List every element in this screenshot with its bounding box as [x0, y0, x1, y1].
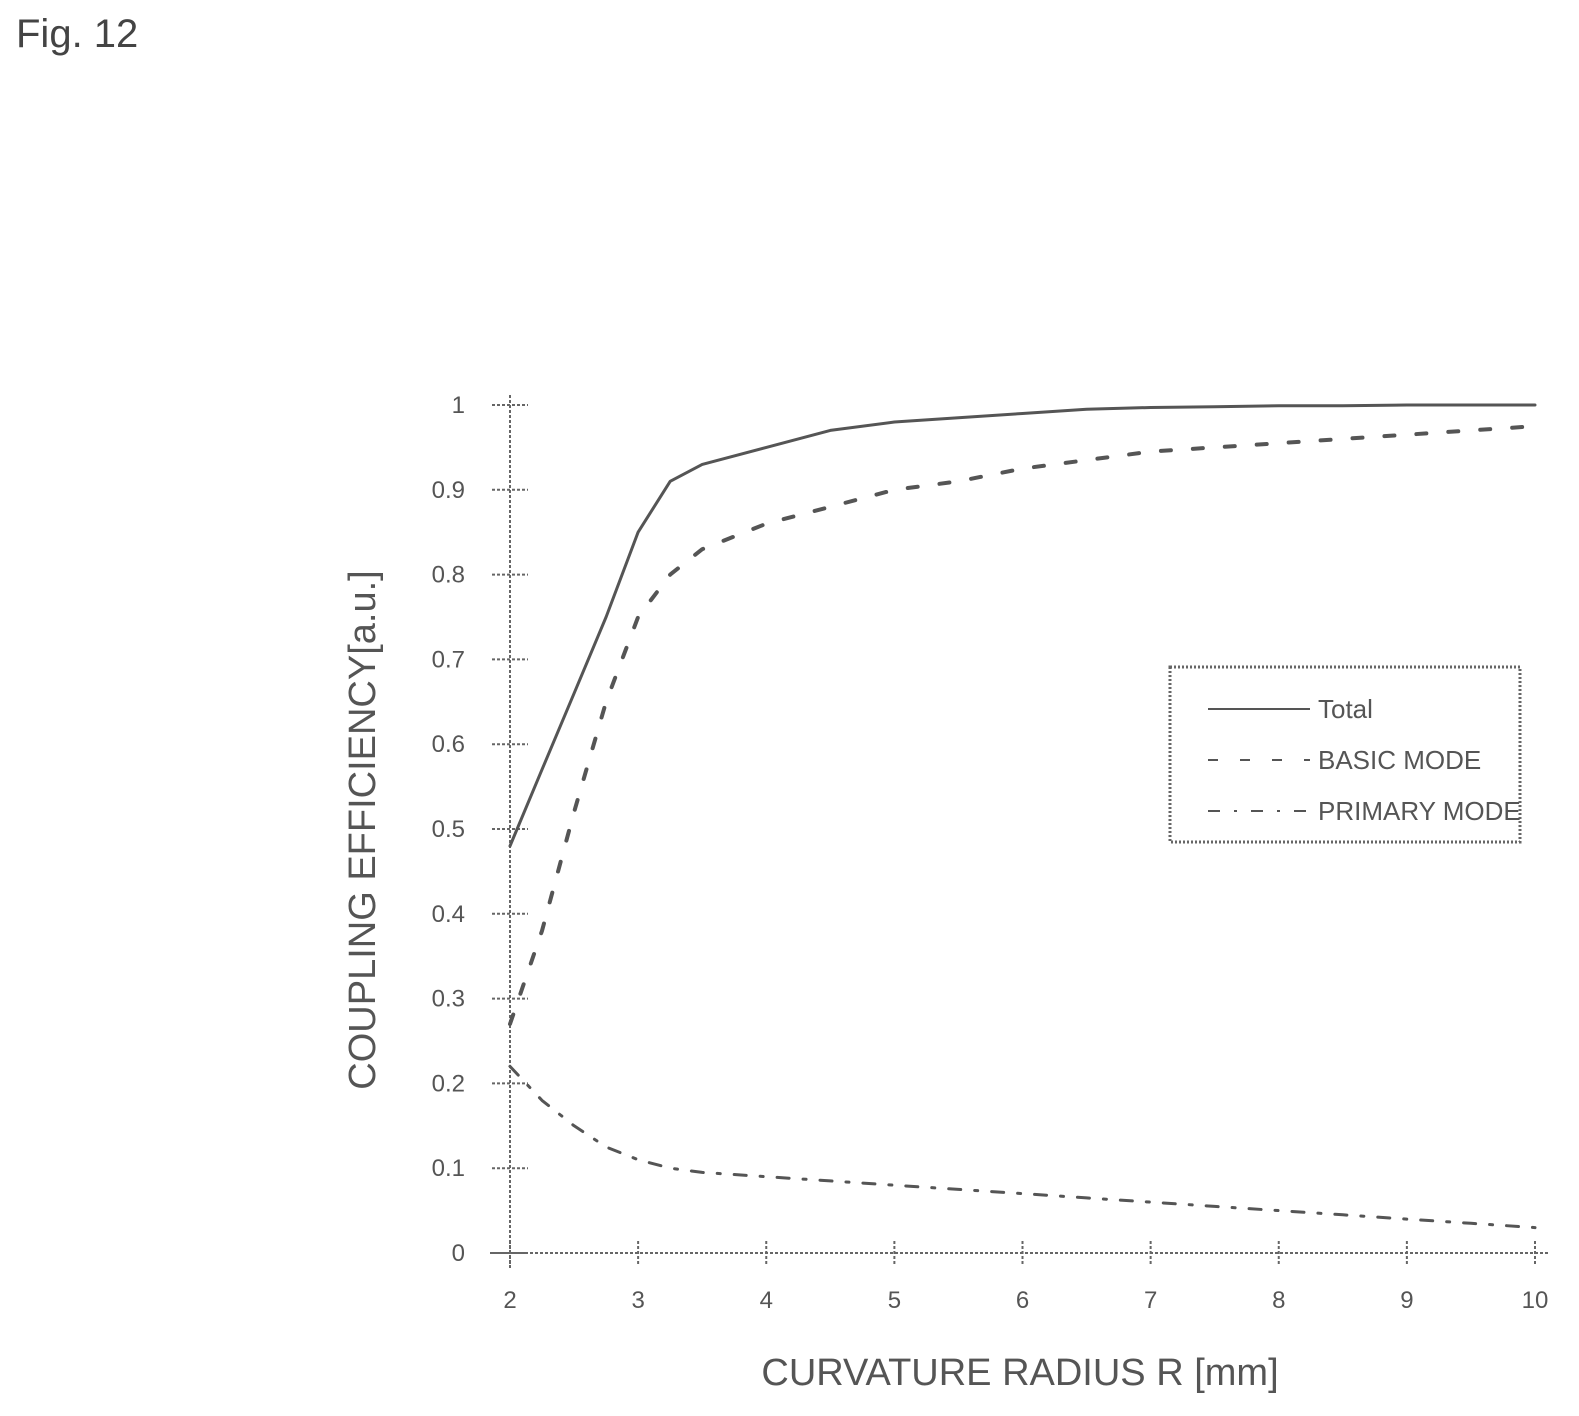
legend-box [1168, 665, 1522, 844]
y-tick-label: 0.7 [432, 646, 465, 673]
legend-label: PRIMARY MODE [1318, 796, 1521, 826]
y-tick-label: 0.2 [432, 1070, 465, 1097]
x-tick-label: 6 [1016, 1287, 1029, 1314]
legend: Total BASIC MODE PRIMARY MODE [1168, 665, 1522, 844]
y-tick-label: 0.6 [432, 731, 465, 758]
y-tick-label: 0.9 [432, 477, 465, 504]
y-tick-label: 0 [452, 1240, 465, 1267]
series-line-total [508, 403, 1537, 848]
x-tick-label: 10 [1522, 1287, 1549, 1314]
series-line-basic-mode [508, 424, 1537, 1026]
y-tick-label: 0.3 [432, 986, 465, 1013]
x-tick-label: 2 [503, 1287, 516, 1314]
axes [490, 395, 1550, 1268]
series-line-primary-mode [508, 1064, 1537, 1230]
x-tick-label: 3 [631, 1287, 644, 1314]
ticks: 2 3 4 5 6 7 8 9 10 0 0.1 0.2 0.3 0.4 0.5 0.6 0.7 0.8 0.9 1 [432, 392, 1549, 1314]
y-axis-title: COUPLING EFFICIENCY[a.u.] [342, 570, 384, 1089]
x-tick-label: 4 [760, 1287, 773, 1314]
y-tick-label: 0.5 [432, 816, 465, 843]
legend-label: BASIC MODE [1318, 745, 1481, 775]
legend-label: Total [1318, 694, 1373, 724]
y-tick-label: 0.1 [432, 1155, 465, 1182]
x-tick-label: 7 [1144, 1287, 1157, 1314]
figure-label: Fig. 12 [16, 12, 139, 56]
x-tick-label: 5 [888, 1287, 901, 1314]
y-tick-label: 1 [452, 392, 465, 419]
y-tick-label: 0.4 [432, 901, 465, 928]
series-lines [508, 403, 1537, 1230]
x-axis-title: CURVATURE RADIUS R [mm] [761, 1352, 1278, 1394]
x-tick-label: 8 [1272, 1287, 1285, 1314]
x-tick-label: 9 [1400, 1287, 1413, 1314]
y-tick-label: 0.8 [432, 562, 465, 589]
